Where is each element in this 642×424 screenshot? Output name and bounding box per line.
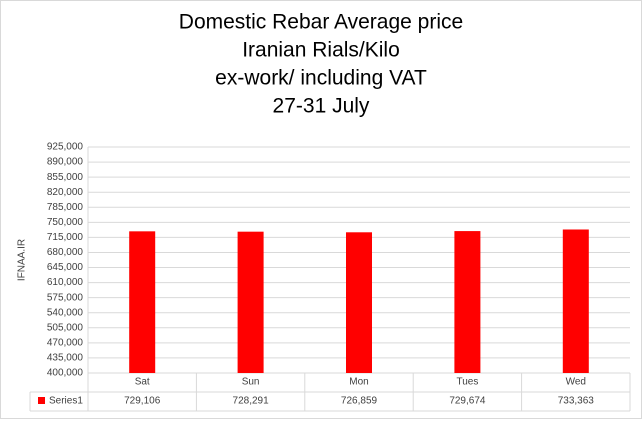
y-tick-label: 925,000 bbox=[47, 142, 84, 153]
data-label: 728,291 bbox=[233, 396, 270, 407]
bar bbox=[237, 231, 264, 373]
x-tick-label: Sun bbox=[242, 377, 260, 388]
y-tick-label: 890,000 bbox=[47, 157, 84, 168]
bar bbox=[346, 232, 372, 373]
data-label: 733,363 bbox=[558, 396, 595, 407]
x-tick-label: Sat bbox=[135, 377, 150, 388]
y-tick-label: 715,000 bbox=[47, 232, 84, 243]
y-tick-label: 820,000 bbox=[47, 187, 84, 198]
chart-title: 27-31 July bbox=[273, 95, 370, 118]
legend-key bbox=[38, 397, 45, 404]
y-axis-label: IFNAA.IR bbox=[17, 239, 28, 281]
y-tick-label: 610,000 bbox=[47, 277, 84, 288]
x-tick-label: Mon bbox=[349, 377, 368, 388]
y-tick-label: 680,000 bbox=[47, 247, 84, 258]
y-tick-label: 400,000 bbox=[47, 368, 84, 379]
chart-title: ex-work/ including VAT bbox=[215, 67, 427, 90]
chart-title: Iranian Rials/Kilo bbox=[242, 39, 400, 62]
bar bbox=[562, 229, 589, 373]
y-tick-label: 540,000 bbox=[47, 307, 84, 318]
bar bbox=[129, 231, 156, 373]
bar bbox=[454, 231, 481, 373]
y-tick-label: 505,000 bbox=[47, 322, 84, 333]
y-tick-label: 785,000 bbox=[47, 202, 84, 213]
y-tick-label: 575,000 bbox=[47, 292, 84, 303]
chart-title: Domestic Rebar Average price bbox=[179, 11, 463, 34]
y-tick-label: 855,000 bbox=[47, 172, 84, 183]
x-tick-label: Wed bbox=[566, 377, 586, 388]
y-tick-label: 750,000 bbox=[47, 217, 84, 228]
y-tick-label: 470,000 bbox=[47, 338, 84, 349]
data-label: 729,674 bbox=[449, 396, 486, 407]
data-label: 729,106 bbox=[124, 396, 161, 407]
x-tick-label: Tues bbox=[456, 377, 478, 388]
legend-label: Series1 bbox=[49, 396, 83, 407]
data-label: 726,859 bbox=[341, 396, 378, 407]
y-tick-label: 645,000 bbox=[47, 262, 84, 273]
y-tick-label: 435,000 bbox=[47, 353, 84, 364]
